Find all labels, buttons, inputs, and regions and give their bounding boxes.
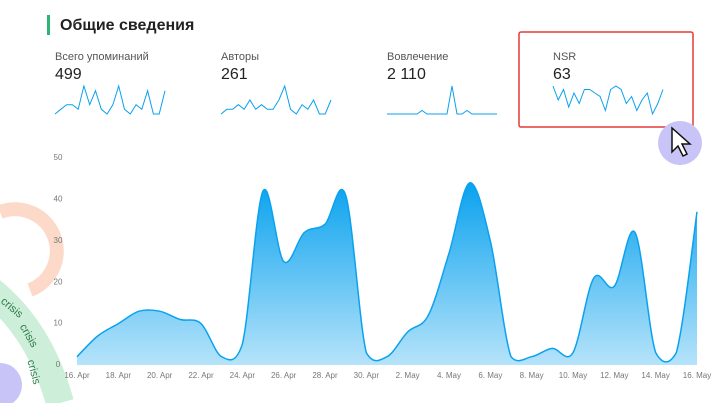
- sparkline: [54, 84, 166, 115]
- sparkline: [220, 84, 332, 115]
- metric-label: Вовлечение: [387, 51, 448, 63]
- x-tick-label: 6. May: [478, 371, 502, 380]
- x-tick-label: 14. May: [641, 371, 669, 380]
- cursor: [671, 126, 692, 158]
- metric-label: Авторы: [221, 51, 259, 63]
- sparkline: [387, 85, 497, 115]
- y-tick-label: 10: [54, 319, 63, 328]
- metric-label: Всего упоминаний: [55, 51, 149, 63]
- x-tick-label: 4. May: [437, 371, 461, 380]
- x-tick-label: 16. May: [683, 371, 711, 380]
- x-tick-label: 26. Apr: [271, 371, 297, 380]
- y-tick-label: 0: [56, 360, 61, 369]
- y-tick-label: 50: [54, 153, 63, 162]
- metric-value: 499: [55, 66, 82, 83]
- title-accent: [47, 15, 50, 35]
- deco-band: [0, 280, 74, 407]
- x-tick-label: 28. Apr: [312, 371, 338, 380]
- metric-value: 63: [553, 66, 571, 83]
- x-tick-label: 22. Apr: [188, 371, 214, 380]
- x-tick-label: 10. May: [559, 371, 587, 380]
- x-tick-label: 2. May: [396, 371, 420, 380]
- x-tick-label: 20. Apr: [147, 371, 173, 380]
- y-tick-label: 40: [54, 195, 63, 204]
- x-tick-label: 12. May: [600, 371, 628, 380]
- section-title: Общие сведения: [60, 17, 194, 34]
- deco-arc: [0, 202, 64, 297]
- line: [76, 182, 698, 363]
- sparkline: [552, 85, 664, 116]
- deco-circle: [0, 363, 22, 407]
- y-tick-label: 30: [54, 236, 63, 245]
- metric-value: 261: [221, 66, 248, 83]
- x-tick-label: 24. Apr: [230, 371, 256, 380]
- area: [77, 182, 697, 365]
- x-tick-label: 8. May: [520, 371, 544, 380]
- x-tick-label: 16. Apr: [64, 371, 90, 380]
- y-tick-label: 20: [54, 277, 63, 286]
- highlight-box: [518, 31, 694, 128]
- x-tick-label: 30. Apr: [354, 371, 380, 380]
- metric-label: NSR: [553, 51, 576, 63]
- x-tick-label: 18. Apr: [106, 371, 132, 380]
- metric-value: 2 110: [387, 66, 426, 83]
